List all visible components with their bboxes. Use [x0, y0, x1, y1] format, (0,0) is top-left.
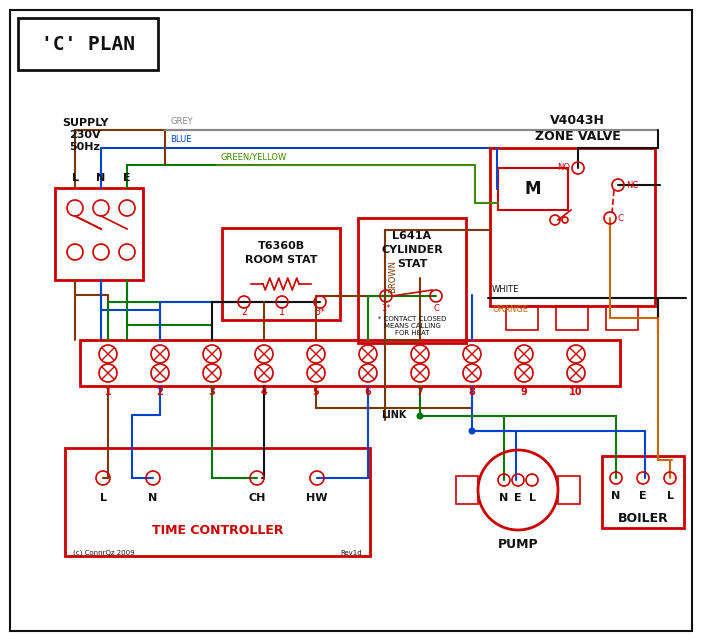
Bar	[80, 340, 620, 386]
Text: 7: 7	[416, 387, 423, 397]
Circle shape	[416, 413, 423, 419]
Text: 5: 5	[312, 387, 319, 397]
Text: N: N	[611, 491, 621, 501]
Text: NC: NC	[626, 181, 638, 190]
Text: CYLINDER: CYLINDER	[381, 245, 443, 255]
Bar	[358, 218, 466, 343]
Bar	[55, 188, 143, 280]
Bar	[602, 456, 684, 528]
Bar	[65, 448, 370, 556]
Text: BROWN: BROWN	[388, 260, 397, 293]
Text: 1*: 1*	[381, 303, 391, 313]
Text: 4: 4	[260, 387, 267, 397]
Text: E: E	[640, 491, 647, 501]
Text: 8: 8	[468, 387, 475, 397]
Text: LINK: LINK	[381, 410, 406, 420]
Text: GREY: GREY	[170, 117, 192, 126]
Text: V4043H: V4043H	[550, 113, 605, 126]
Bar	[456, 476, 478, 504]
Text: 1: 1	[105, 387, 112, 397]
Text: 3*: 3*	[314, 307, 326, 317]
Text: SUPPLY
230V
50Hz: SUPPLY 230V 50Hz	[62, 119, 108, 152]
Text: ROOM STAT: ROOM STAT	[245, 255, 317, 265]
Text: L: L	[666, 491, 673, 501]
Text: * CONTACT CLOSED
MEANS CALLING
FOR HEAT: * CONTACT CLOSED MEANS CALLING FOR HEAT	[378, 316, 446, 336]
Bar	[556, 306, 588, 330]
Text: PUMP: PUMP	[498, 538, 538, 551]
Bar	[490, 148, 655, 306]
Text: L641A: L641A	[392, 231, 432, 241]
Text: N: N	[96, 173, 105, 183]
Text: ZONE VALVE: ZONE VALVE	[535, 129, 621, 142]
Text: M: M	[525, 180, 541, 198]
Text: Rev1d: Rev1d	[340, 550, 362, 556]
Text: N: N	[499, 493, 509, 503]
Bar	[558, 476, 580, 504]
Text: CH: CH	[249, 493, 265, 503]
Text: L: L	[72, 173, 79, 183]
Text: NO: NO	[557, 163, 570, 172]
Text: 9: 9	[521, 387, 527, 397]
Text: 1: 1	[279, 307, 285, 317]
Text: GREEN/YELLOW: GREEN/YELLOW	[220, 152, 286, 161]
Text: C: C	[618, 213, 624, 222]
Text: L: L	[100, 493, 107, 503]
Text: (c) ConnrQz 2009: (c) ConnrQz 2009	[73, 550, 135, 556]
Text: E: E	[123, 173, 131, 183]
Text: N: N	[148, 493, 158, 503]
Text: WHITE: WHITE	[492, 285, 519, 294]
Bar	[222, 228, 340, 320]
Bar	[606, 306, 638, 330]
Circle shape	[468, 428, 475, 435]
Text: 10: 10	[569, 387, 583, 397]
Text: BLUE: BLUE	[170, 135, 192, 144]
Text: 'C' PLAN: 'C' PLAN	[41, 35, 135, 53]
Text: 3: 3	[208, 387, 216, 397]
Text: 2: 2	[157, 387, 164, 397]
Text: STAT: STAT	[397, 259, 428, 269]
Text: C: C	[433, 303, 439, 313]
Text: ORANGE: ORANGE	[492, 305, 528, 314]
Text: TIME CONTROLLER: TIME CONTROLLER	[152, 524, 283, 537]
Text: L: L	[529, 493, 536, 503]
Text: BOILER: BOILER	[618, 512, 668, 524]
Bar	[506, 306, 538, 330]
Text: 6: 6	[364, 387, 371, 397]
Bar	[498, 168, 568, 210]
Text: 2: 2	[241, 307, 247, 317]
Text: E: E	[514, 493, 522, 503]
Text: T6360B: T6360B	[258, 241, 305, 251]
Text: HW: HW	[306, 493, 328, 503]
Bar	[18, 18, 158, 70]
